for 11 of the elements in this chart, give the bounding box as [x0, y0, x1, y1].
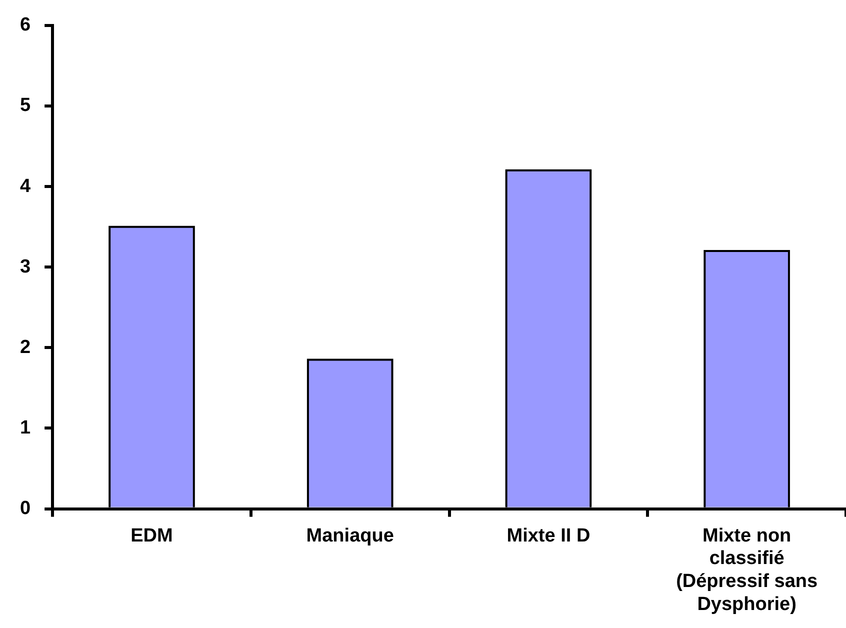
- y-tick-label: 4: [20, 176, 31, 197]
- y-tick-label: 5: [20, 95, 31, 116]
- y-tick-label: 3: [20, 256, 31, 278]
- y-tick-label: 0: [20, 498, 31, 520]
- x-tick-label: Maniaque: [306, 525, 394, 546]
- x-tick-label: EDM: [130, 525, 173, 546]
- x-tick-label: Mixte II D: [506, 525, 590, 546]
- y-tick-label: 2: [20, 336, 31, 358]
- y-tick-label: 6: [20, 14, 31, 36]
- y-tick-label: 1: [20, 417, 31, 438]
- x-tick-label: Mixte non classifié (Dépressif sans Dysphorie): [676, 525, 818, 615]
